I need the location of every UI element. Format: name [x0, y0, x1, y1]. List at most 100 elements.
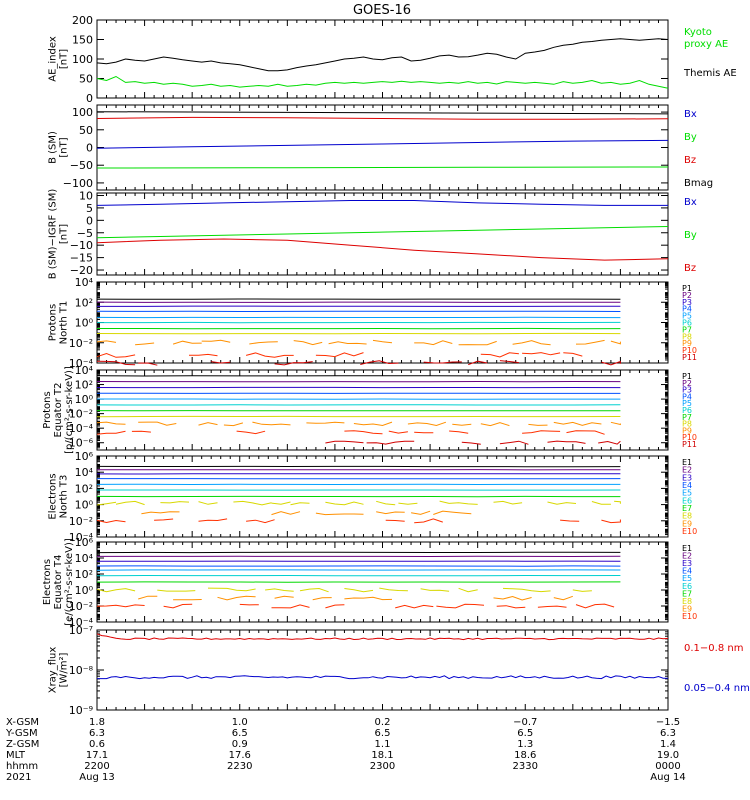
y-tick-label: 50	[79, 124, 93, 137]
series-line-10	[96, 360, 136, 366]
y-tick-label: −100	[63, 177, 93, 190]
y-tick-label: 10⁻²	[69, 600, 93, 613]
legend-entry: E3	[682, 473, 692, 482]
footer-value: −0.7	[513, 717, 537, 728]
series-line-1	[96, 116, 669, 120]
y-tick-label: 10⁻⁹	[69, 704, 93, 717]
series-line-8	[312, 597, 332, 601]
series-line-7	[299, 587, 329, 593]
y-axis-label: Protons	[48, 304, 59, 341]
series-line-7	[439, 500, 478, 505]
footer-value: 0.2	[375, 717, 391, 728]
y-tick-label: 0	[86, 214, 93, 227]
series-line-10	[461, 441, 481, 445]
series-line-9	[96, 519, 126, 524]
y-tick-label: 10	[79, 189, 93, 202]
series-line-7	[207, 587, 256, 592]
footer-row-label: MLT	[6, 750, 26, 761]
series-line-8	[96, 340, 117, 343]
y-tick-label: 10⁰	[75, 499, 94, 512]
series-line-8	[512, 340, 551, 346]
footer-row-label: 2021	[6, 772, 31, 783]
series-line-7	[271, 501, 291, 505]
legend-entry: E6	[682, 582, 692, 591]
series-line-0	[96, 200, 668, 206]
y-tick-label: 10⁶	[75, 536, 94, 549]
legend-entry: P4	[682, 305, 692, 314]
series-line-7	[572, 589, 592, 592]
series-line-9	[395, 604, 434, 609]
series-line-9	[131, 430, 151, 433]
legend-entry: P2	[682, 379, 692, 388]
y-axis-label: AE_index	[48, 36, 59, 82]
y-tick-label: 10⁰	[75, 393, 94, 406]
series-line-2	[96, 139, 669, 149]
y-tick-label: 10²	[75, 296, 93, 309]
series-line-9	[480, 352, 519, 358]
y-axis-label: Equator T2	[53, 383, 64, 438]
footer-value: 18.6	[514, 750, 536, 761]
series-line-8	[138, 421, 177, 426]
legend-entry: Bmag	[684, 178, 713, 189]
series-line-10	[468, 360, 488, 366]
legend-entry: P1	[682, 284, 692, 293]
legend-entry: E6	[682, 496, 692, 505]
series-line-10	[360, 360, 399, 365]
series-line-0	[96, 111, 669, 115]
series-line-8	[553, 595, 573, 601]
series-line-7	[591, 501, 611, 505]
y-tick-label: −50	[70, 159, 93, 172]
y-tick-label: 10⁻⁷	[69, 624, 93, 637]
series-line-8	[493, 595, 532, 601]
series-line-7	[458, 587, 478, 593]
legend-entry: E8	[682, 512, 692, 521]
legend-entry: E10	[682, 527, 697, 536]
footer-value: 2330	[513, 761, 538, 772]
panel-ee: 10⁻⁴ 10⁻² 10⁰ 10² 10⁴ 10⁶ Electrons Equator T4[…	[42, 536, 697, 629]
y-tick-label: 0	[86, 92, 93, 105]
series-line-9	[236, 430, 266, 435]
series-line-7	[265, 588, 294, 592]
y-axis-label: [e/(cm²-s-sr-keV)]	[64, 538, 75, 626]
legend-entry: E7	[682, 504, 692, 513]
legend-entry: P7	[682, 413, 692, 422]
panel-pn: 10⁻⁴ 10⁻² 10⁰ 10² 10⁴ Protons North T1 P1P2P3P4…	[48, 276, 698, 370]
footer-value: 6.5	[232, 728, 248, 739]
series-line-0	[96, 38, 669, 72]
series-line-8	[344, 596, 393, 601]
series-line-9	[246, 519, 275, 524]
footer-value: 1.3	[517, 739, 533, 750]
y-axis-label: Xray_flux	[48, 647, 59, 694]
series-line-8	[135, 342, 155, 346]
y-tick-label: 200	[72, 14, 93, 27]
series-line-7	[198, 501, 218, 505]
series-line-7	[157, 589, 196, 592]
series-line-8	[201, 339, 231, 343]
y-tick-label: −10	[70, 239, 93, 252]
panel-xray: 10⁻⁹ 10⁻⁸ 10⁻⁷ Xray_flux [W/m²] 0.1−0.8 nm 0.0…	[48, 624, 750, 717]
footer-value: Aug 13	[79, 772, 114, 783]
y-axis-label: North T3	[59, 475, 70, 519]
y-tick-label: 10⁻⁴	[69, 531, 94, 544]
series-line-10	[274, 361, 313, 366]
legend-entry: E1	[682, 458, 692, 467]
series-line-10	[547, 440, 586, 444]
legend-entry: P9	[682, 426, 692, 435]
series-line-9	[189, 353, 218, 357]
y-tick-label: −15	[70, 252, 93, 265]
plot-title: GOES-16	[353, 3, 411, 18]
series-line-8	[271, 511, 301, 516]
legend-entry: P11	[682, 353, 697, 362]
legend-entry: By	[684, 132, 697, 143]
series-line-3	[96, 166, 669, 169]
series-line-8	[274, 595, 294, 599]
legend-entry: P9	[682, 339, 692, 348]
series-line-9	[496, 605, 526, 609]
y-tick-label: 50	[79, 73, 93, 86]
footer-value: 6.3	[660, 728, 676, 739]
y-axis-label: North T1	[59, 301, 70, 345]
legend-entry: P5	[682, 312, 692, 321]
